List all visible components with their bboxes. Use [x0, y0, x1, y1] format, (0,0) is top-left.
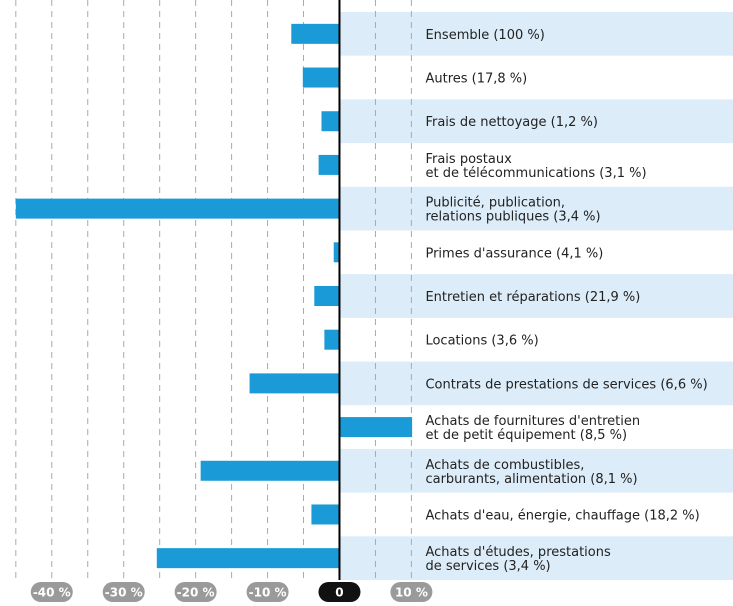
- row-band: [339, 186, 733, 231]
- tick-pill: [30, 582, 73, 602]
- bar: [333, 242, 340, 263]
- bar: [321, 111, 340, 132]
- tick-pill: [246, 582, 289, 602]
- bar: [156, 548, 340, 569]
- bar: [311, 504, 340, 525]
- x-tick-label: -20 %: [177, 586, 215, 600]
- x-tick-label: 10 %: [395, 586, 428, 600]
- bar: [314, 286, 340, 306]
- category-label: Frais postaux et de télécommunications (3…: [425, 152, 646, 181]
- category-label: Publicité, publication, relations publiqu…: [425, 196, 600, 225]
- x-tick-label: 0: [335, 586, 343, 600]
- category-label: Primes d'assurance (4,1 %): [425, 246, 603, 261]
- bar: [249, 373, 340, 394]
- category-label: Ensemble (100 %): [425, 28, 544, 43]
- x-tick-label: -40 %: [33, 586, 71, 600]
- x-tick-label: -30 %: [105, 586, 143, 600]
- category-label: Achats de fournitures d'entretien et de p…: [425, 414, 640, 443]
- row-band: [339, 536, 733, 580]
- bar: [291, 23, 340, 44]
- category-label: Locations (3,6 %): [425, 334, 538, 349]
- category-label: Entretien et réparations (21,9 %): [425, 290, 640, 305]
- category-label: Achats de combustibles, carburants, alime…: [425, 458, 637, 487]
- tick-pill: [318, 582, 361, 602]
- row-band: [339, 99, 733, 144]
- category-label: Autres (17,8 %): [425, 72, 527, 87]
- tick-pill: [102, 582, 145, 602]
- bar: [324, 329, 340, 350]
- category-label: Achats d'études, prestations de services …: [425, 545, 611, 574]
- category-label: Contrats de prestations de services (6,6…: [425, 377, 707, 392]
- bar: [15, 198, 340, 219]
- tick-pill: [390, 582, 433, 602]
- row-band: [339, 12, 733, 56]
- bar: [339, 417, 413, 438]
- row-band: [339, 274, 733, 318]
- category-label: Frais de nettoyage (1,2 %): [425, 115, 597, 130]
- x-tick-label: -10 %: [249, 586, 287, 600]
- bar: [200, 460, 340, 481]
- category-label: Achats d'eau, énergie, chauffage (18,2 %…: [425, 508, 699, 523]
- row-band: [339, 448, 733, 493]
- bar: [302, 67, 340, 88]
- row-band: [339, 361, 733, 406]
- bar: [318, 154, 340, 175]
- tick-pill: [174, 582, 217, 602]
